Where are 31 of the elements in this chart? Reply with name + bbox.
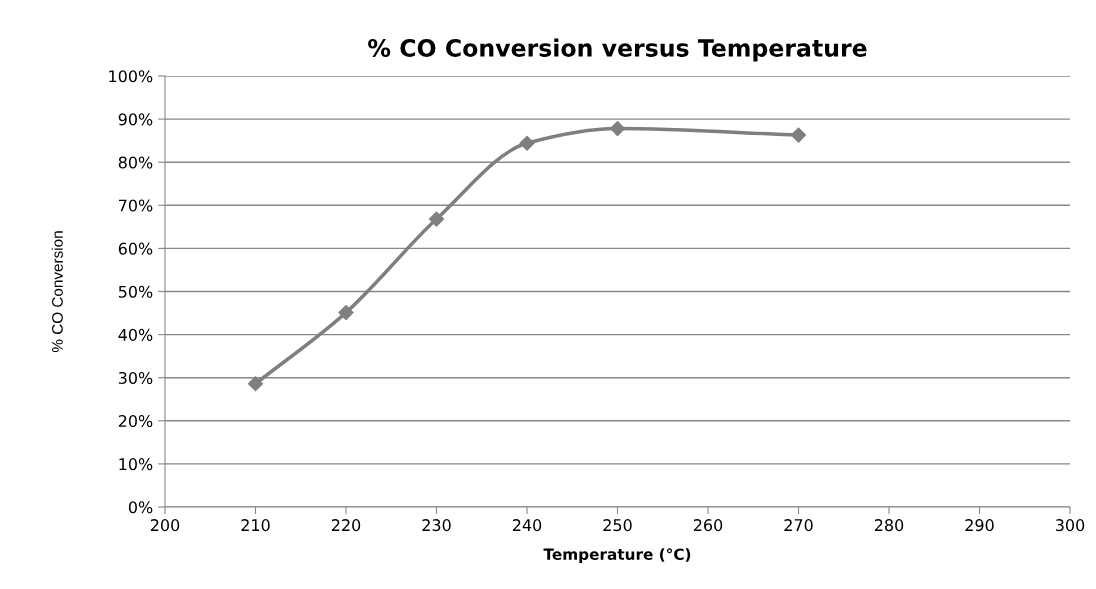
point xyxy=(519,135,535,151)
y-tick-label: 70% xyxy=(119,199,153,212)
point xyxy=(338,305,354,321)
x-tick-label: 260 xyxy=(693,519,723,532)
y-tick-label: 100% xyxy=(109,70,153,83)
point xyxy=(609,121,626,137)
chart-title: % CO Conversion versus Temperature xyxy=(368,38,867,62)
y-tick-label: 50% xyxy=(118,285,153,298)
y-tick-label: 0% xyxy=(128,501,153,514)
x-tick-label: 200 xyxy=(150,519,180,532)
y-tick-label: 90% xyxy=(118,113,153,126)
y-tick-label: 30% xyxy=(118,371,153,384)
y-tick-label: 10% xyxy=(119,458,153,471)
x-tick-label: 220 xyxy=(331,519,361,532)
point xyxy=(247,376,264,392)
x-tick-label: 290 xyxy=(965,519,994,532)
x-tick-label: 230 xyxy=(422,519,451,532)
point xyxy=(428,211,445,227)
y-tick-label: 40% xyxy=(118,328,153,341)
x-tick-label: 280 xyxy=(874,519,904,532)
x-tick-label: 250 xyxy=(603,519,632,532)
x-tick-label: 300 xyxy=(1055,519,1085,532)
x-tick-label: 210 xyxy=(241,519,270,532)
y-axis-title: % CO Conversion xyxy=(51,231,63,353)
x-tick-label: 240 xyxy=(512,519,542,532)
x-tick-label: 270 xyxy=(784,519,813,532)
y-tick-label: 20% xyxy=(118,415,153,428)
point xyxy=(790,127,807,143)
y-tick-label: 80% xyxy=(118,156,153,169)
y-tick-label: 60% xyxy=(118,242,153,255)
x-axis-title: Temperature (°C) xyxy=(543,548,691,563)
